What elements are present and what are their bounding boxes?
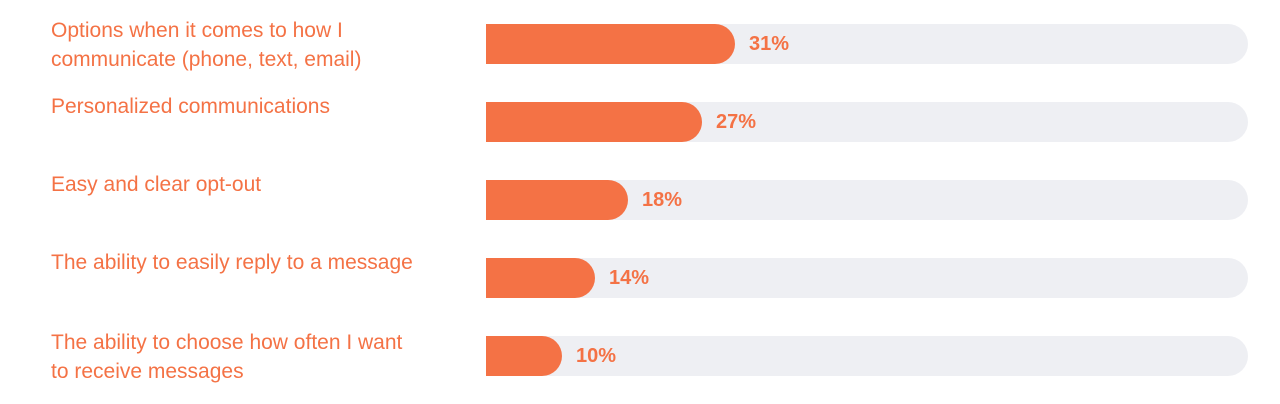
value-label: 14%: [609, 267, 650, 289]
value-label: 27%: [716, 111, 757, 133]
category-label: Personalized communications: [51, 92, 476, 121]
category-label: The ability to easily reply to a message: [51, 248, 476, 277]
category-label: Options when it comes to how I communicat…: [51, 16, 476, 74]
bar-track: 14%: [486, 258, 1248, 298]
category-label-line: communicate (phone, text, email): [51, 48, 362, 71]
value-label: 10%: [576, 345, 617, 367]
value-label: 31%: [749, 33, 790, 55]
bar-track: 27%: [486, 102, 1248, 142]
bar: [486, 258, 595, 298]
category-label-line: to receive messages: [51, 360, 244, 383]
bar: [486, 102, 702, 142]
category-label-line: The ability to choose how often I want: [51, 331, 403, 354]
bar: [486, 336, 562, 376]
bar: [486, 24, 735, 64]
bar: [486, 180, 628, 220]
category-label: The ability to choose how often I want to…: [51, 328, 476, 386]
category-label-line: Personalized communications: [51, 95, 330, 118]
category-label-line: The ability to easily reply to a message: [51, 251, 413, 274]
bar-track: 10%: [486, 336, 1248, 376]
bar-track: 31%: [486, 24, 1248, 64]
category-label-line: Options when it comes to how I: [51, 19, 343, 42]
category-label: Easy and clear opt-out: [51, 170, 476, 199]
category-label-line: Easy and clear opt-out: [51, 173, 262, 196]
bar-track: 18%: [486, 180, 1248, 220]
value-label: 18%: [642, 189, 683, 211]
